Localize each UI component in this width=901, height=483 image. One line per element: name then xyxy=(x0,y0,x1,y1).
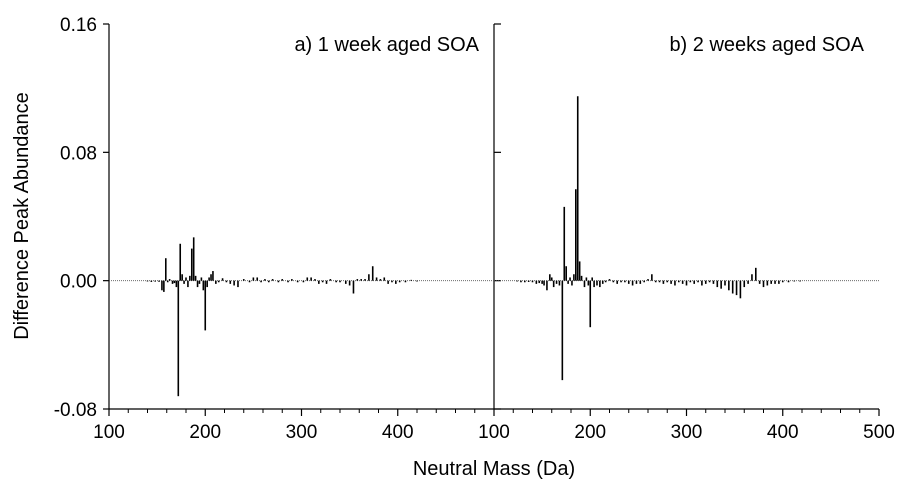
x-tick-label: 300 xyxy=(671,422,703,443)
y-tick-label: 0.00 xyxy=(60,272,97,293)
x-tick-label: 200 xyxy=(189,422,221,443)
y-tick-label: 0.16 xyxy=(60,15,97,36)
chart-layer: -0.08 0.00 0.08 0.16 100 200 300 400 a) 1 week a… xyxy=(54,15,895,443)
panel-title-1: a) 1 week aged SOA xyxy=(294,34,479,56)
x-tick-label: 100 xyxy=(93,422,125,443)
y-axis-title: Difference Peak Abundance xyxy=(11,92,33,340)
x-tick-label: 100 xyxy=(478,422,510,443)
x-tick-label: 300 xyxy=(286,422,318,443)
panel-title-2: b) 2 weeks aged SOA xyxy=(669,34,864,56)
x-tick-label: 500 xyxy=(863,422,895,443)
x-tick-label: 400 xyxy=(382,422,414,443)
y-tick-label: -0.08 xyxy=(54,400,97,421)
x-axis-title: Neutral Mass (Da) xyxy=(413,458,575,480)
x-tick-label: 400 xyxy=(767,422,799,443)
y-tick-label: 0.08 xyxy=(60,143,97,164)
x-tick-label: 200 xyxy=(574,422,606,443)
